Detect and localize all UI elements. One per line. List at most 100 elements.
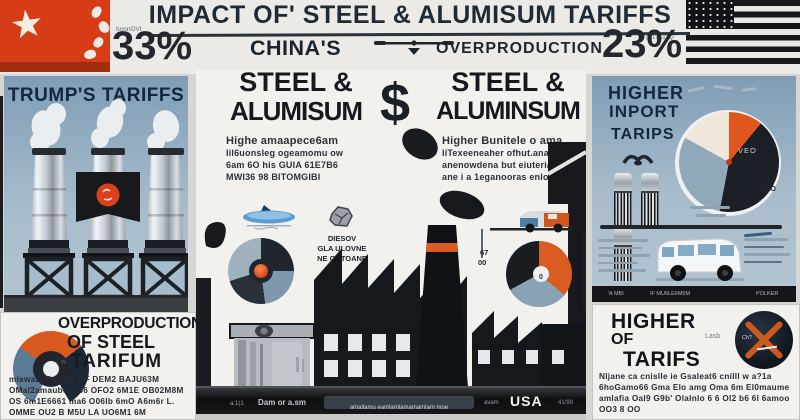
car-shelf xyxy=(481,211,572,258)
left-edge-slab xyxy=(196,278,211,388)
right-slab-top xyxy=(548,142,586,204)
flag-bottom-edge xyxy=(0,62,110,72)
smokestacks-scene xyxy=(4,99,188,314)
higher-heading-2: OF xyxy=(611,331,634,348)
import-heading-3: TARIPS xyxy=(611,126,675,143)
chimney-smoke-upper xyxy=(402,128,438,160)
right-bar-text-1: 'A MBI xyxy=(608,291,624,297)
steel-aluminum-heading-block: STEEL & ALUMINSUM Higher Bunitele o ama … xyxy=(426,68,590,183)
page-edge-shadow xyxy=(0,96,3,308)
left-body: Highe amaapece6am lil6uonsleg ogeamomu o… xyxy=(226,135,344,182)
boat-icon xyxy=(243,205,295,230)
slab-gap xyxy=(546,150,586,176)
factory-windows xyxy=(324,334,410,377)
overproduction-heading3: TARIFUM xyxy=(71,351,163,372)
blue-squiggle xyxy=(743,231,773,238)
higher-tariffs-body: Nljane ca cnislle ie Gsaleat6 cnilll w a… xyxy=(599,372,790,414)
star-icon: ★ xyxy=(7,1,47,49)
higher-heading-1: HIGHER xyxy=(611,310,696,333)
pie-center-disc: 0 xyxy=(533,266,549,282)
pie-sub-2: FLO xyxy=(762,186,776,193)
tiny-67: 67 xyxy=(480,248,489,257)
factory-silhouette-right xyxy=(472,311,542,388)
page-title: IMPACT OF' STEEL & ALUMISUM TARIFFS xyxy=(148,1,672,29)
pie-label-veo: VEO xyxy=(738,146,757,155)
overproduction-heading2: OF STEEL xyxy=(67,332,156,352)
header-scribble-right: (#19111Q xyxy=(646,34,674,41)
higher-tariffs-panel: HIGHER OF TARIFS Lasb Ch? Nljane ca cnis… xyxy=(592,304,800,420)
divider-bar xyxy=(600,225,782,229)
faint-text-line xyxy=(744,245,784,248)
tariff-stamp-banner xyxy=(76,172,140,222)
overproduction-panel: OVERPRODUCTION OF STEEL w TARIFUM miswaz… xyxy=(0,312,202,420)
smokestack-orange-band xyxy=(426,243,458,252)
barcode-stack xyxy=(614,173,632,227)
stack-barcode xyxy=(614,193,632,227)
smoke-curl xyxy=(204,221,226,248)
drop-line xyxy=(481,229,483,258)
truss-towers xyxy=(23,253,188,300)
faint-dash xyxy=(696,214,726,217)
right-body: Higher Bunitele o ama liTexeeneaher ofhu… xyxy=(442,135,563,182)
balance-scale-icon xyxy=(374,40,454,55)
mini-label-1: DIESOV xyxy=(327,234,357,243)
right-bottom-bar: 'A MBI IF MU6LE6M6M POLKER xyxy=(592,286,796,302)
bar-text-3: amallamu eamlamlamamamlam moe xyxy=(349,405,449,411)
overproduction-body: miswaz: OOO69 OF DEM2 BAJU63M OMal2amaub… xyxy=(9,375,184,417)
chimney-smoke-lower xyxy=(439,190,485,220)
faint-text-right xyxy=(744,238,792,268)
overproduction-heading1: OVERPRODUCTION xyxy=(58,315,202,332)
bar-pill: amallamu eamlamlamamamlam moe xyxy=(324,396,474,411)
import-tariffs-panel: HIGHER INPORT TARIPS VEO 4 FLO xyxy=(592,76,796,286)
smokestack xyxy=(31,148,67,240)
header-scribble-left: bnnnOVt xyxy=(116,26,142,33)
right-slab-mid xyxy=(568,204,586,324)
label-chinas: CHINA'S xyxy=(250,36,342,60)
pie-center-label: 0 xyxy=(539,274,543,281)
factory-scene xyxy=(196,128,586,388)
trumps-tariffs-title: TRUMP'S TARIFFS xyxy=(7,85,185,106)
faint-text-line xyxy=(598,246,642,249)
smokestack xyxy=(147,148,184,240)
faint-text-line xyxy=(744,260,782,263)
faint-dash xyxy=(690,206,730,209)
small-star-blob xyxy=(91,35,106,50)
bar-text-2: Dam or a.sm xyxy=(258,398,307,407)
edge-line xyxy=(583,232,586,310)
small-note: Lasb xyxy=(705,333,721,340)
smoke-plumes xyxy=(30,99,180,152)
panel-scribble xyxy=(687,86,705,93)
stat-23: 23% xyxy=(602,22,683,66)
bar-text-5: 41/99 xyxy=(558,400,574,406)
no-china-badge: Ch? xyxy=(735,311,793,369)
pie-center-dot xyxy=(726,159,732,165)
right-heading-line1: STEEL & xyxy=(451,67,565,97)
faint-text-line xyxy=(744,238,788,241)
ground-edge xyxy=(4,295,188,298)
panel-scribble xyxy=(741,87,757,92)
us-flag-canton xyxy=(686,0,734,28)
label-overproduction: OVERPRODUCTION xyxy=(436,40,603,57)
us-flag xyxy=(686,0,800,64)
car-icon xyxy=(520,211,569,233)
import-heading-1: HIGHER xyxy=(608,83,685,103)
center-smokestack xyxy=(416,225,468,388)
barcode-stack xyxy=(641,173,660,227)
bar-usa-label: USA xyxy=(510,393,543,409)
stack-chrome-top xyxy=(641,173,660,193)
stack-chrome-top xyxy=(614,227,632,247)
gray-building xyxy=(229,323,315,388)
panel-scribble xyxy=(713,84,733,91)
small-star-blob xyxy=(90,4,103,20)
faint-text-line xyxy=(598,239,648,242)
stat-33: 33% xyxy=(112,24,193,68)
right-bar-text-3: POLKER xyxy=(756,291,779,297)
faint-text-line xyxy=(744,253,790,256)
china-steel-heading-block: STEEL & ALUMISUM Highe amaapece6am lil6u… xyxy=(214,68,378,183)
right-heading-line2: ALUMINSUM xyxy=(436,97,581,125)
import-heading-2: INPORT xyxy=(609,102,680,121)
heading3-prefix: w xyxy=(61,359,67,366)
center-bottom-bar: a.1(1 Dam or a.sm amallamu eamlamlamamam… xyxy=(196,386,586,414)
faint-text-line xyxy=(598,269,646,272)
